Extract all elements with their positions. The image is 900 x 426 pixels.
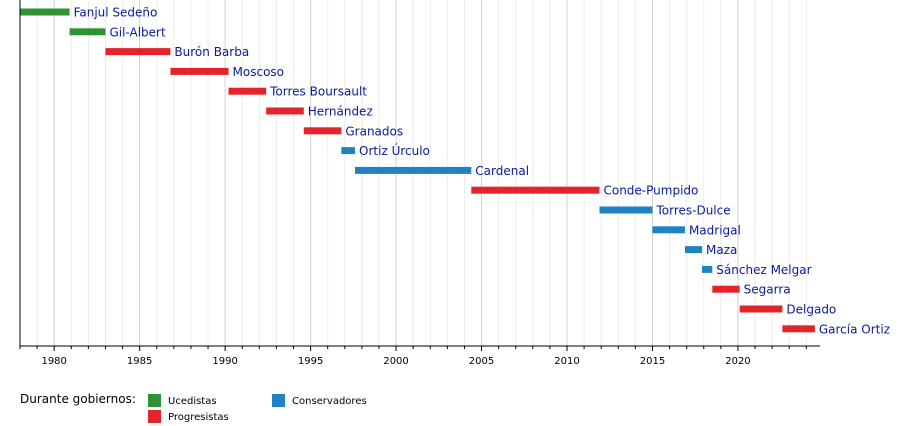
bar-label: Delgado (786, 303, 836, 317)
bar-label: Torres Boursault (269, 85, 367, 99)
bar-label: Segarra (744, 283, 791, 297)
bar (471, 186, 600, 194)
bar-label: Moscoso (233, 65, 284, 79)
bar (712, 285, 740, 293)
bar (69, 28, 106, 36)
bar-label: Ortiz Úrculo (359, 143, 430, 158)
bar-label: García Ortiz (819, 322, 890, 336)
bar (303, 127, 342, 135)
bar (355, 166, 472, 174)
bars: Fanjul Sedeño Gil-Albert Burón Barba Moscos… (20, 6, 890, 336)
axes: 1980 1985 1990 1995 2000 2005 2010 2015 2020 (19, 0, 820, 367)
bar (702, 265, 713, 273)
bar (652, 226, 685, 234)
tick-label: 2015 (640, 356, 665, 367)
bar-label: Hernández (308, 105, 373, 119)
bar-label: Fanjul Sedeño (74, 6, 158, 20)
tick-label: 1990 (212, 356, 237, 367)
bar (170, 67, 229, 75)
legend-label-ucd: Ucedistas (168, 396, 217, 407)
bar-label: Granados (345, 124, 403, 138)
bar-label: Sánchez Melgar (716, 263, 811, 277)
bar-label: Gil-Albert (109, 25, 166, 39)
timeline-chart: Fanjul Sedeño Gil-Albert Burón Barba Moscos… (19, 0, 890, 367)
tick-label: 1995 (298, 356, 323, 367)
legend-swatch-ucd (148, 394, 161, 407)
tick-label: 1980 (41, 356, 66, 367)
tick-label: 2010 (554, 356, 579, 367)
tick-label: 2000 (383, 356, 408, 367)
tick-label: 2020 (725, 356, 750, 367)
legend-swatch-psoe (148, 410, 161, 423)
bar-label: Burón Barba (174, 45, 249, 59)
bar (782, 325, 815, 333)
tick-label: 2005 (469, 356, 494, 367)
legend-swatch-pp (272, 394, 285, 407)
bar (341, 147, 356, 155)
bar (228, 87, 267, 95)
legend-label-pp: Conservadores (292, 396, 367, 407)
tick-label: 1985 (127, 356, 152, 367)
bar-label: Cardenal (475, 164, 529, 178)
legend-title: Durante gobiernos: (20, 392, 136, 406)
bar-label: Madrigal (689, 223, 741, 237)
bar-label: Torres-Dulce (655, 204, 730, 218)
bar-label: Maza (706, 243, 737, 257)
bar (599, 206, 653, 214)
bar (266, 107, 304, 115)
bar (20, 8, 70, 16)
legend-label-psoe: Progresistas (168, 412, 229, 423)
bar (684, 246, 703, 254)
bar (739, 305, 783, 313)
bar-label: Conde-Pumpido (603, 184, 698, 198)
bar (105, 48, 171, 56)
